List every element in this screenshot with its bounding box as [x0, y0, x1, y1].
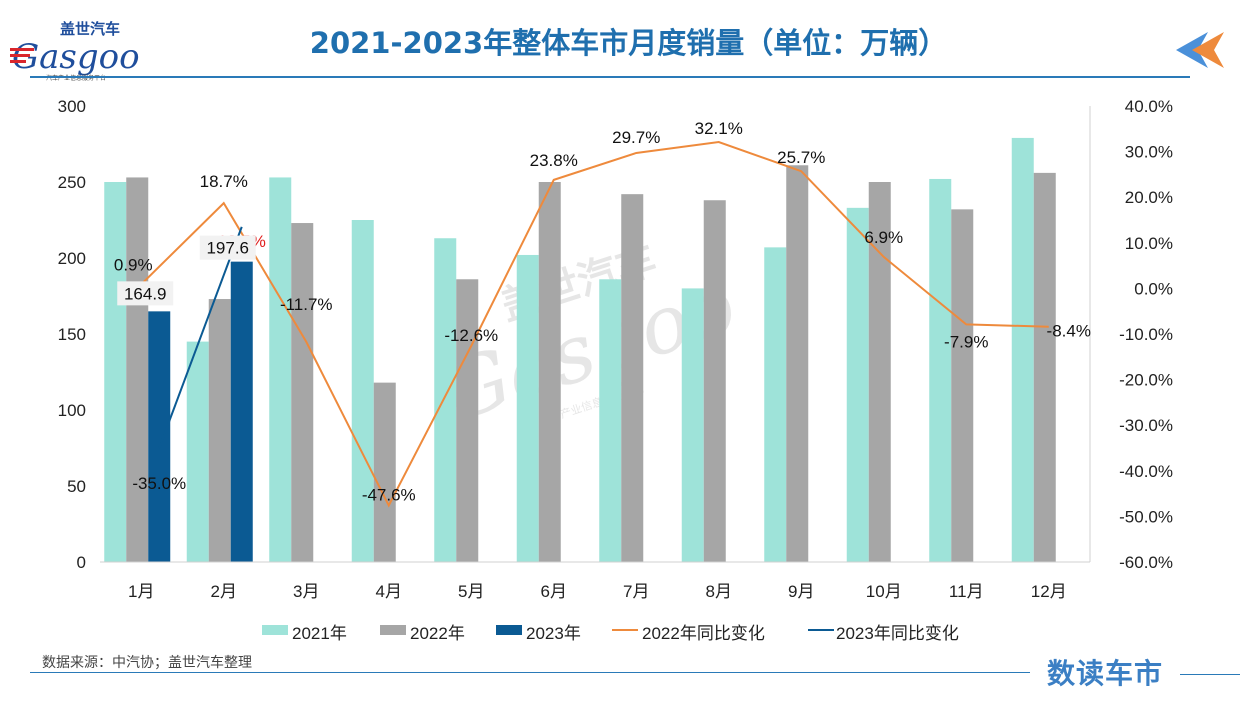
- yoy-2022-label: 29.7%: [612, 128, 660, 147]
- yoy-2022-label: 23.8%: [530, 151, 578, 170]
- bar-2021年: [351, 220, 374, 562]
- x-tick-label: 2月: [211, 582, 237, 601]
- right-tick-label: -50.0%: [1119, 507, 1173, 526]
- bar-2022年: [291, 223, 314, 563]
- x-tick-label: 8月: [706, 582, 732, 601]
- footer-divider-right: [1180, 674, 1240, 675]
- line-2023-yoy: [158, 226, 243, 449]
- bar-2022年: [703, 200, 726, 563]
- bar-2021年: [434, 238, 457, 563]
- x-tick-label: 7月: [623, 582, 649, 601]
- yoy-2022-label: 6.9%: [864, 228, 903, 247]
- bar-2021年: [599, 279, 622, 562]
- right-tick-label: -20.0%: [1119, 371, 1173, 390]
- line-2022-yoy: [140, 141, 1049, 508]
- bar-2022年: [208, 299, 231, 562]
- bar-2021年: [104, 182, 127, 562]
- legend-swatch-2023-yoy: [808, 629, 834, 631]
- yoy-2023-label: -35.0%: [132, 474, 186, 493]
- page-title: 2021-2023年整体车市月度销量（单位：万辆）: [309, 26, 948, 60]
- bar-2022年: [456, 279, 479, 562]
- legend-label-2021: 2021年: [292, 624, 347, 643]
- bar-2023年: [230, 261, 253, 562]
- legend-swatch-2022-yoy: [612, 629, 638, 631]
- x-tick-label: 10月: [866, 582, 902, 601]
- bar-2022年: [621, 194, 644, 562]
- right-tick-label: 30.0%: [1125, 143, 1173, 162]
- right-tick-label: 10.0%: [1125, 234, 1173, 253]
- left-tick-label: 50: [67, 477, 86, 496]
- bar-2022年: [868, 182, 891, 562]
- right-tick-label: 0.0%: [1134, 279, 1173, 298]
- bar-2021年: [846, 207, 869, 562]
- footer-divider: [30, 672, 1030, 673]
- x-tick-label: 1月: [128, 582, 154, 601]
- x-tick-label: 4月: [376, 582, 402, 601]
- brand-mark: 数读车市: [1047, 657, 1164, 690]
- bar-2021年: [764, 247, 787, 563]
- legend-label-2022: 2022年: [410, 624, 465, 643]
- bar-2023年: [148, 311, 171, 562]
- x-tick-label: 9月: [788, 582, 814, 601]
- yoy-2022-label: -8.4%: [1047, 322, 1091, 341]
- right-tick-label: -40.0%: [1119, 462, 1173, 481]
- gasgoo-logo: 盖世汽车 Gasgoo 汽车产业信息服务平台: [10, 20, 140, 82]
- x-tick-label: 6月: [541, 582, 567, 601]
- yoy-2022-label: 0.9%: [114, 255, 153, 274]
- left-tick-label: 100: [58, 401, 86, 420]
- x-tick-label: 12月: [1031, 582, 1067, 601]
- logo-en-text: Gasgoo: [12, 37, 140, 77]
- right-tick-label: 40.0%: [1125, 97, 1173, 116]
- yoy-2022-label: -11.7%: [280, 295, 333, 314]
- right-tick-label: 20.0%: [1125, 188, 1173, 207]
- nav-arrows-icon: [1176, 32, 1224, 68]
- source-note: 数据来源：中汽协；盖世汽车整理: [42, 655, 252, 671]
- bar-2022年: [786, 165, 809, 562]
- bar-2021年: [186, 341, 209, 562]
- header-divider: [30, 76, 1190, 78]
- bar-2021年: [681, 288, 704, 562]
- legend-label-2023: 2023年: [526, 624, 581, 643]
- left-tick-label: 300: [58, 97, 86, 116]
- legend-label-2022-yoy: 2022年同比变化: [642, 624, 765, 643]
- left-tick-label: 0: [77, 553, 86, 572]
- yoy-2022-label: -47.6%: [362, 485, 416, 504]
- left-tick-label: 250: [58, 173, 86, 192]
- bar-2021年: [516, 254, 539, 562]
- bar-2021年: [929, 178, 952, 562]
- legend-label-2023-yoy: 2023年同比变化: [836, 624, 959, 643]
- bar-2022年: [1033, 172, 1056, 562]
- logo-tagline: 汽车产业信息服务平台: [46, 74, 106, 82]
- yoy-2022-label: 25.7%: [777, 148, 825, 167]
- bar-2021年: [269, 177, 292, 562]
- bar-2021年: [1011, 137, 1034, 563]
- bar-2022年: [126, 177, 149, 562]
- bar-2023-label-bg: [117, 281, 174, 306]
- legend-swatch-2023: [496, 625, 522, 635]
- left-tick-label: 200: [58, 249, 86, 268]
- right-tick-label: -60.0%: [1119, 553, 1173, 572]
- bar-2022年: [538, 182, 561, 562]
- yoy-2022-label: 32.1%: [695, 119, 743, 138]
- bar-2023-label: 197.6: [206, 239, 249, 258]
- legend-swatch-2021: [262, 625, 288, 635]
- yoy-2022-label: -7.9%: [944, 332, 988, 351]
- legend-swatch-2022: [380, 625, 406, 635]
- logo-cn-text: 盖世汽车: [60, 20, 120, 38]
- yoy-2022-label: -12.6%: [444, 326, 498, 345]
- yoy-2022-label: 18.7%: [200, 172, 248, 191]
- bar-2023-label-bg: [199, 235, 256, 260]
- right-tick-label: -30.0%: [1119, 416, 1173, 435]
- bar-2022年: [373, 382, 396, 562]
- bar-2023-label: 164.9: [124, 284, 167, 303]
- left-tick-label: 150: [58, 325, 86, 344]
- right-tick-label: -10.0%: [1119, 325, 1173, 344]
- x-tick-label: 3月: [293, 582, 319, 601]
- bar-2022年: [951, 209, 974, 563]
- x-tick-label: 5月: [458, 582, 484, 601]
- x-tick-label: 11月: [949, 582, 984, 601]
